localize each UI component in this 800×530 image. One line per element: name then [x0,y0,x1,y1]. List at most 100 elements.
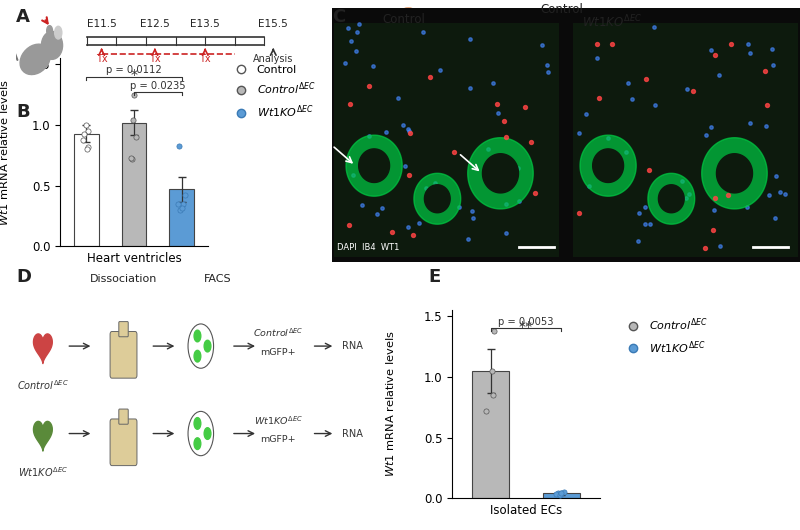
Point [582,182,595,190]
Point [172,200,185,208]
Point [498,117,510,126]
Point [519,103,532,111]
Point [413,219,426,227]
Polygon shape [468,138,534,209]
Circle shape [194,418,201,429]
Point [631,237,644,245]
Text: p = 0.0112: p = 0.0112 [106,65,162,75]
Point [542,68,554,76]
Point [402,125,414,134]
Legend: $\mathit{Control}^{\Delta EC}$, $\mathit{Wt1KO}^{\Delta EC}$: $\mathit{Control}^{\Delta EC}$, $\mathit… [618,312,712,360]
Point [713,71,726,80]
X-axis label: Heart ventricles: Heart ventricles [86,252,182,265]
Point [375,204,388,212]
Polygon shape [358,149,390,182]
Point [714,242,726,250]
Point [419,183,432,192]
Point [479,407,492,415]
FancyBboxPatch shape [119,322,128,337]
Point [606,40,618,48]
Point [351,28,364,37]
Point [597,168,610,176]
Text: Tx: Tx [199,54,211,64]
Point [500,200,513,208]
Bar [543,493,579,498]
Point [761,101,774,109]
Point [573,128,586,137]
Text: RNA: RNA [342,341,362,351]
Point [758,67,771,75]
Ellipse shape [20,44,50,75]
Point [774,188,786,196]
Point [347,171,360,179]
Point [717,157,730,165]
Point [130,133,142,142]
Text: *: * [130,68,138,82]
Text: $\mathit{Wt1KO}^{\Delta EC}$: $\mathit{Wt1KO}^{\Delta EC}$ [582,13,642,30]
Text: E13.5: E13.5 [190,19,220,29]
Point [403,126,416,135]
Polygon shape [34,421,52,451]
Point [741,202,754,211]
Polygon shape [346,135,402,196]
Point [580,110,593,119]
Circle shape [194,330,201,342]
Point [466,206,478,215]
Polygon shape [658,185,684,213]
Text: $\mathit{Wt1KO}^{\Delta EC}$: $\mathit{Wt1}^{LoxP/LoxP}$; $\mathit{Pdgfb}^{CreER: $\mathit{Wt1KO}^{\Delta EC}$: $\mathit{W… [429,50,654,65]
Point [541,60,554,69]
Point [687,87,700,95]
Ellipse shape [46,25,53,36]
Point [622,78,634,87]
Point [416,28,429,36]
Point [705,123,718,131]
FancyBboxPatch shape [573,23,798,257]
Point [743,48,756,57]
FancyBboxPatch shape [119,409,128,424]
Point [370,210,383,218]
Point [363,132,376,140]
Point [453,203,466,211]
Point [174,206,186,214]
Bar [74,134,98,246]
FancyBboxPatch shape [334,23,559,257]
Point [619,147,632,156]
Point [397,121,410,130]
Point [724,40,737,48]
Point [593,93,606,102]
Point [487,326,500,335]
Circle shape [42,31,62,59]
Point [512,164,525,172]
Point [770,171,782,180]
Point [345,37,358,46]
Point [127,91,140,99]
Text: Control: Control [540,3,582,15]
Polygon shape [702,138,767,209]
Text: D: D [16,268,31,286]
Point [77,135,90,144]
Point [173,142,186,150]
Circle shape [397,51,420,65]
Point [705,46,718,55]
Point [759,122,772,130]
Point [428,179,441,187]
Point [699,243,712,252]
Point [399,162,412,170]
Point [175,204,188,212]
Point [707,206,720,214]
Polygon shape [593,149,623,182]
Point [482,145,494,153]
Point [649,101,662,109]
Text: A: A [16,8,30,26]
Point [178,191,191,200]
Point [632,208,645,217]
Point [554,489,567,497]
Point [463,34,476,43]
Polygon shape [414,173,461,224]
Point [487,391,500,399]
Point [551,489,564,498]
Polygon shape [34,334,52,364]
Point [80,121,93,129]
Point [350,47,362,56]
Point [402,223,414,232]
